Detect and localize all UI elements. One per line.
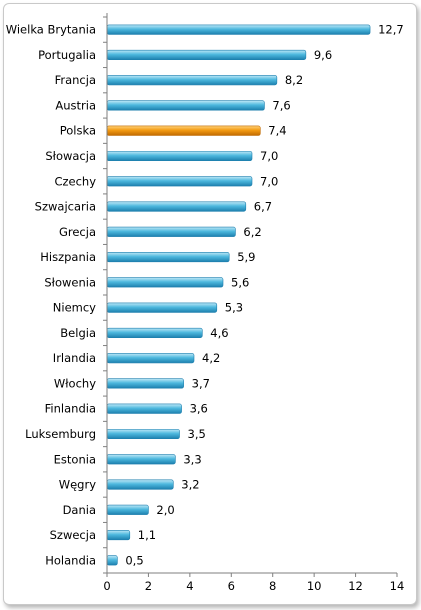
category-label: Włochy xyxy=(54,376,96,390)
data-label: 8,2 xyxy=(285,73,303,87)
data-label: 6,7 xyxy=(254,200,272,214)
data-label: 2,0 xyxy=(156,503,174,517)
x-tick-label: 2 xyxy=(145,579,152,593)
x-tick-label: 8 xyxy=(269,579,276,593)
category-label: Czechy xyxy=(54,174,96,188)
bar-highlight xyxy=(106,125,261,136)
bar-series xyxy=(106,302,218,313)
category-label: Estonia xyxy=(54,452,96,466)
bar-series xyxy=(106,75,278,86)
bar-series xyxy=(106,454,176,465)
x-tick-label: 0 xyxy=(103,579,110,593)
category-label: Austria xyxy=(55,98,96,112)
data-label: 3,2 xyxy=(181,478,199,492)
category-label: Słowacja xyxy=(45,149,96,163)
category-label: Polska xyxy=(60,124,96,138)
bar-series xyxy=(106,327,203,338)
data-label: 0,5 xyxy=(125,553,143,567)
data-label: 6,2 xyxy=(243,225,261,239)
bar-series xyxy=(106,226,236,237)
data-label: 3,3 xyxy=(183,452,201,466)
x-tick-label: 12 xyxy=(348,579,363,593)
data-label: 5,9 xyxy=(237,250,255,264)
bar-series xyxy=(106,428,180,440)
bar-series xyxy=(106,24,371,35)
data-label: 7,6 xyxy=(272,98,290,112)
bar-series xyxy=(106,150,253,162)
category-label: Finlandia xyxy=(45,402,96,416)
bar-series xyxy=(106,201,247,212)
category-label: Węgry xyxy=(59,478,96,492)
data-label: 1,1 xyxy=(138,528,156,542)
data-label: 3,6 xyxy=(190,402,208,416)
data-label: 4,6 xyxy=(210,326,228,340)
category-label: Portugalia xyxy=(38,48,96,62)
data-label: 7,4 xyxy=(268,124,286,138)
data-label: 5,6 xyxy=(231,275,249,289)
bar-series xyxy=(106,479,174,490)
data-label: 9,6 xyxy=(314,48,332,62)
category-label: Słowenia xyxy=(44,275,96,289)
category-label: Hiszpania xyxy=(40,250,96,264)
bar-series xyxy=(106,100,265,111)
data-label: 7,0 xyxy=(260,149,278,163)
x-tick-label: 14 xyxy=(390,579,405,593)
category-label: Francja xyxy=(55,73,96,87)
category-label: Luksemburg xyxy=(25,427,96,441)
category-label: Holandia xyxy=(45,553,96,567)
data-label: 7,0 xyxy=(260,174,278,188)
bar-series xyxy=(106,277,224,288)
bar-series xyxy=(106,555,118,566)
data-label: 12,7 xyxy=(378,23,404,37)
bar-series xyxy=(106,252,230,263)
data-label: 3,7 xyxy=(192,376,210,390)
category-label: Niemcy xyxy=(53,301,96,315)
bar-series xyxy=(106,378,184,389)
data-label: 3,5 xyxy=(188,427,206,441)
bar-series xyxy=(106,504,149,515)
data-label: 4,2 xyxy=(202,351,220,365)
category-label: Szwajcaria xyxy=(35,200,96,214)
category-label: Belgia xyxy=(60,326,96,340)
x-tick-label: 6 xyxy=(228,579,235,593)
category-label: Grecja xyxy=(59,225,96,239)
category-label: Irlandia xyxy=(53,351,96,365)
x-tick-label: 4 xyxy=(186,579,193,593)
x-tick-label: 10 xyxy=(307,579,322,593)
category-label: Wielka Brytania xyxy=(6,23,96,37)
bar-series xyxy=(106,49,307,60)
data-label: 5,3 xyxy=(225,301,243,315)
category-label: Szwecja xyxy=(50,528,96,542)
bar-series xyxy=(106,176,253,187)
bar-series xyxy=(106,530,131,541)
category-label: Dania xyxy=(63,503,96,517)
bar-series xyxy=(106,403,182,414)
bar-series xyxy=(106,353,195,364)
